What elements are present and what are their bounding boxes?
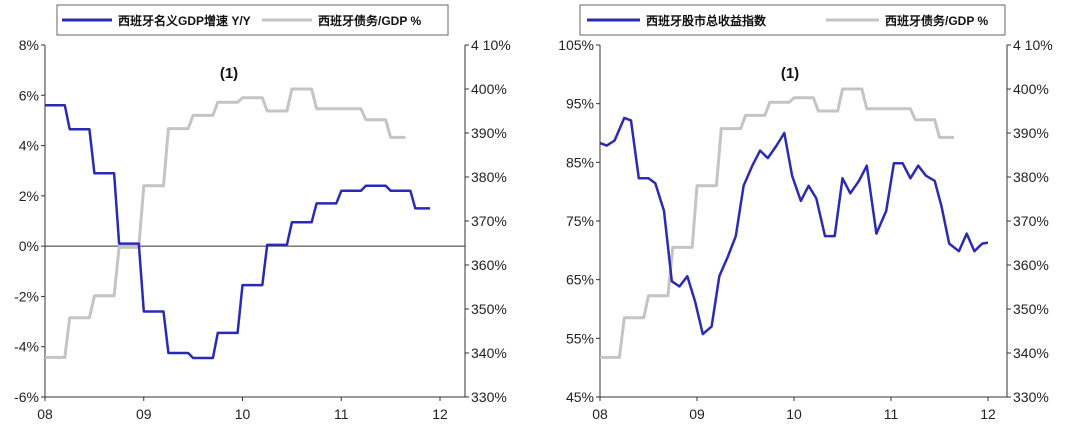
left-tick-label: 45% — [566, 389, 594, 405]
left-tick-label: 0% — [19, 238, 39, 254]
x-tick-label: 11 — [884, 406, 899, 422]
x-tick-label: 08 — [37, 406, 53, 422]
right-tick-label: 350% — [471, 301, 507, 317]
left-tick-label: 55% — [566, 330, 594, 346]
chart-panel-gdp-vs-debt: 西班牙名义GDP增速 Y/Y 西班牙债务/GDP % (1) -6% -4% -2%… — [14, 4, 511, 422]
right-tick-label: 390% — [471, 125, 507, 141]
series-line-primary — [45, 104, 431, 360]
left-tick-label: 75% — [566, 213, 594, 229]
right-tick-label: 380% — [471, 169, 507, 185]
right-tick-label: 360% — [1013, 257, 1049, 273]
x-tick-label: 12 — [432, 406, 448, 422]
legend-box — [579, 4, 1006, 36]
left-tick-label: 105% — [558, 37, 594, 53]
right-tick-label: 370% — [471, 213, 507, 229]
series-line-debt-gdp — [600, 87, 955, 359]
series-line-debt-gdp — [45, 87, 406, 359]
right-tick-label: 330% — [471, 389, 507, 405]
right-tick-label: 4 10% — [471, 37, 511, 53]
right-tick-label: 390% — [1013, 125, 1049, 141]
left-tick-label: 85% — [566, 154, 594, 170]
plot-area: 45% 55% 65% 75% 85% 95% 105% 330% 340% 350% 360% 37… — [558, 37, 1053, 422]
left-tick-label: -2% — [14, 288, 39, 304]
right-tick-label: 400% — [471, 81, 507, 97]
right-tick-label: 4 10% — [1013, 37, 1053, 53]
right-tick-label: 370% — [1013, 213, 1049, 229]
left-tick-label: 6% — [19, 87, 39, 103]
left-tick-label: 95% — [566, 96, 594, 112]
left-tick-label: 4% — [19, 138, 39, 154]
panel-label: (1) — [781, 65, 799, 82]
x-tick-label: 09 — [136, 406, 152, 422]
legend-label-series-2: 西班牙债务/GDP % — [885, 13, 988, 28]
x-tick-label: 08 — [592, 406, 608, 422]
x-tick-label: 12 — [980, 406, 996, 422]
x-tick-label: 10 — [786, 406, 802, 422]
x-tick-label: 09 — [689, 406, 705, 422]
left-tick-label: -4% — [14, 339, 39, 355]
left-tick-label: 8% — [19, 37, 39, 53]
right-tick-label: 330% — [1013, 389, 1049, 405]
right-tick-label: 340% — [1013, 345, 1049, 361]
legend-label-series-2: 西班牙债务/GDP % — [318, 13, 421, 28]
legend-label-series-1: 西班牙股市总收益指数 — [646, 13, 767, 28]
chart-panel-stock-vs-debt: 西班牙股市总收益指数 西班牙债务/GDP % (1) 45% 55% 65% 75% 8… — [558, 4, 1053, 422]
x-tick-label: 11 — [334, 406, 349, 422]
right-tick-label: 360% — [471, 257, 507, 273]
plot-area: -6% -4% -2% 0% 2% 4% 6% 8% 330% 340% 350% 360% 370% 3… — [14, 37, 511, 422]
x-tick-label: 10 — [235, 406, 251, 422]
legend-box — [56, 4, 449, 36]
left-tick-label: 65% — [566, 272, 594, 288]
series-line-primary — [599, 116, 989, 336]
right-tick-label: 400% — [1013, 81, 1049, 97]
left-tick-label: 2% — [19, 188, 39, 204]
legend-label-series-1: 西班牙名义GDP增速 Y/Y — [118, 13, 251, 28]
panel-label: (1) — [220, 65, 238, 82]
right-tick-label: 350% — [1013, 301, 1049, 317]
right-tick-label: 340% — [471, 345, 507, 361]
right-tick-label: 380% — [1013, 169, 1049, 185]
left-tick-label: -6% — [14, 389, 39, 405]
